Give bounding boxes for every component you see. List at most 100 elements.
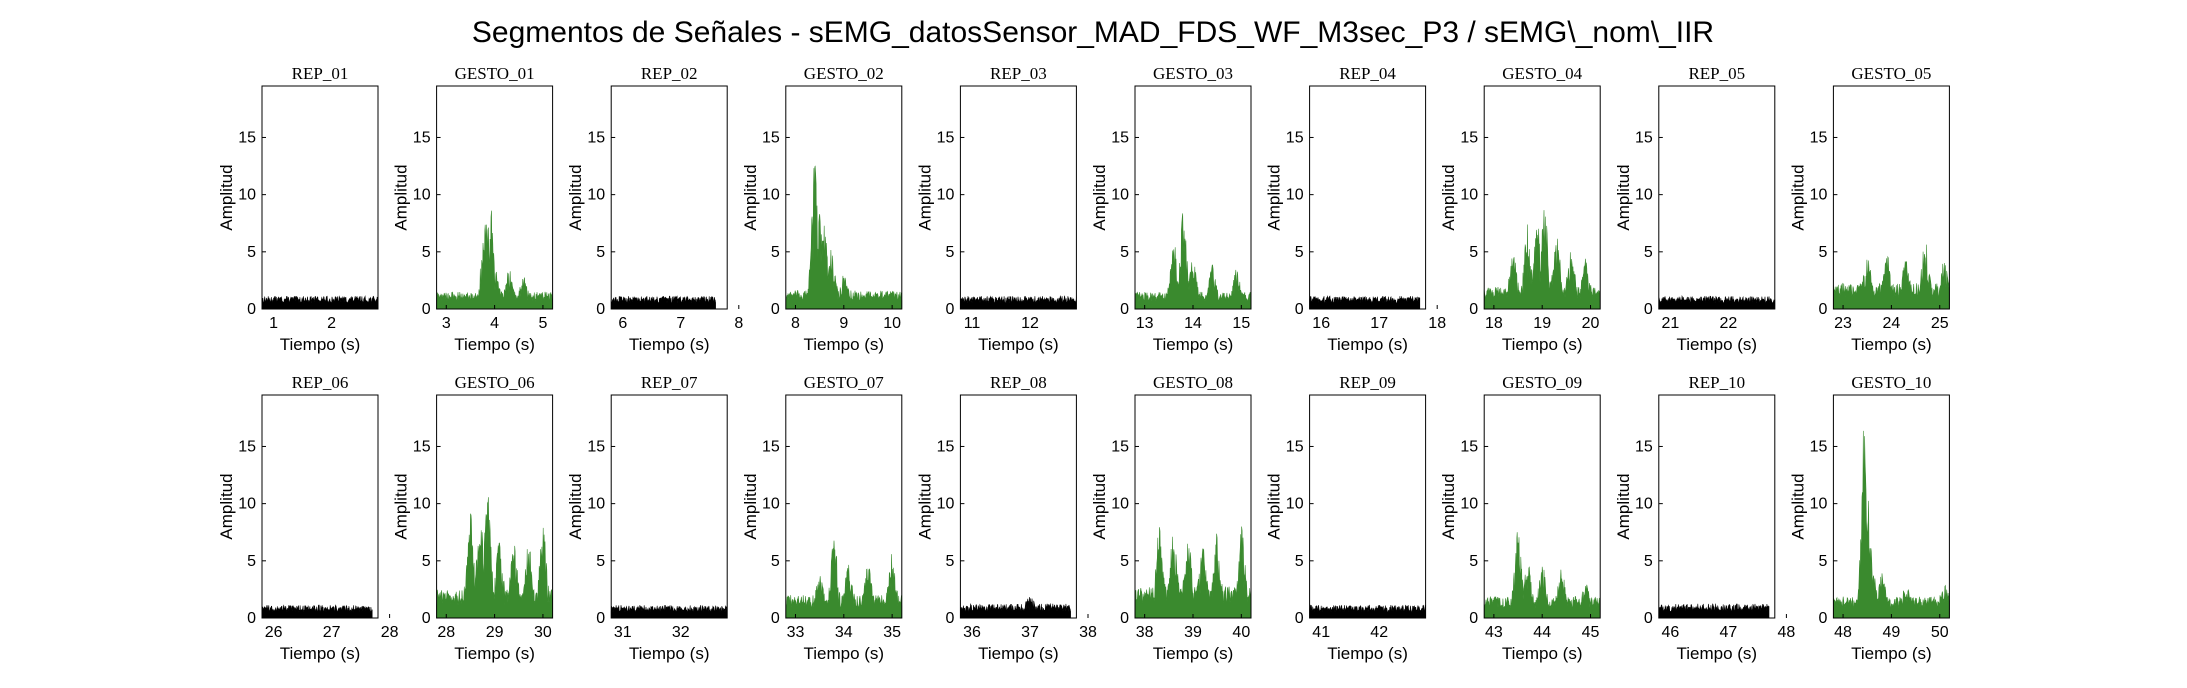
x-axis-label: Tiempo (s) [629,644,710,663]
x-tick-label: 39 [1184,624,1202,641]
y-tick-label: 10 [1635,187,1653,204]
x-tick-label: 23 [1834,315,1852,332]
x-tick-label: 45 [1582,624,1600,641]
subplot-title: GESTO_06 [455,373,535,392]
subplot-title: GESTO_09 [1502,373,1582,392]
subplot-title: REP_01 [292,64,349,83]
y-tick-label: 5 [945,553,954,570]
y-tick-label: 0 [422,610,431,627]
y-tick-label: 10 [587,496,605,513]
y-tick-label: 0 [771,301,780,318]
x-tick-label: 46 [1662,624,1680,641]
x-tick-label: 41 [1312,624,1330,641]
y-tick-label: 15 [1460,129,1478,146]
signal-rep-03 [960,295,1077,310]
x-tick-label: 19 [1533,315,1551,332]
x-axis-label: Tiempo (s) [280,335,361,354]
y-tick-label: 15 [1460,438,1478,455]
signal-gesto-04 [1483,210,1601,310]
x-tick-label: 29 [486,624,504,641]
subplot-rep-08: REP_08 0 5 10 15 36 37 38 Tiempo (s) Amplitud [915,373,1097,663]
subplot-rep-03: REP_03 0 5 10 15 11 12 Tiempo (s) Amplitud [915,64,1077,354]
subplot-title: REP_02 [641,64,698,83]
signal-rep-04 [1309,295,1421,310]
y-tick-label: 15 [238,438,256,455]
y-tick-label: 15 [1810,438,1828,455]
x-tick-label: 9 [839,315,848,332]
x-tick-label: 7 [676,315,685,332]
subplot-title: REP_05 [1688,64,1745,83]
y-tick-label: 5 [596,553,605,570]
subplot-title: GESTO_02 [804,64,884,83]
y-tick-label: 10 [413,187,431,204]
signal-rep-06 [261,604,373,619]
subplot-rep-10: REP_10 0 5 10 15 46 47 48 Tiempo (s) Amplitud [1614,373,1796,663]
y-axis-label: Amplitud [1614,164,1633,230]
y-tick-label: 10 [1810,496,1828,513]
x-tick-label: 28 [437,624,455,641]
y-axis-label: Amplitud [915,473,934,539]
x-tick-label: 21 [1662,315,1680,332]
y-tick-label: 0 [1469,301,1478,318]
y-tick-label: 10 [1460,187,1478,204]
x-tick-label: 38 [1136,624,1154,641]
x-tick-label: 44 [1533,624,1551,641]
x-tick-label: 8 [791,315,800,332]
subplot-title: GESTO_04 [1502,64,1582,83]
x-axis-label: Tiempo (s) [1676,335,1757,354]
x-tick-label: 26 [265,624,283,641]
x-tick-label: 13 [1136,315,1154,332]
axes-box [1658,394,1776,619]
y-tick-label: 15 [1111,438,1129,455]
x-tick-label: 20 [1582,315,1600,332]
subplot-rep-01: REP_01 0 5 10 15 1 2 Tiempo (s) Amplitud [217,64,379,354]
y-tick-label: 5 [1644,553,1653,570]
y-tick-label: 0 [1644,610,1653,627]
x-axis-label: Tiempo (s) [280,644,361,663]
x-axis-label: Tiempo (s) [1676,644,1757,663]
y-axis-label: Amplitud [1265,164,1284,230]
subplot-title: GESTO_03 [1153,64,1233,83]
y-axis-label: Amplitud [1090,164,1109,230]
x-tick-label: 50 [1931,624,1949,641]
y-tick-label: 0 [1295,610,1304,627]
subplot-gesto-03: GESTO_03 0 5 10 15 13 14 15 Tiempo (s) Amplitud [1090,64,1252,354]
x-tick-label: 17 [1370,315,1388,332]
y-tick-label: 15 [413,129,431,146]
signal-rep-01 [261,295,379,310]
y-tick-label: 5 [1818,244,1827,261]
x-tick-label: 32 [672,624,690,641]
y-tick-label: 0 [1644,301,1653,318]
signal-gesto-01 [436,210,553,310]
x-tick-label: 25 [1931,315,1949,332]
y-tick-label: 10 [1286,187,1304,204]
x-tick-label: 36 [963,624,981,641]
y-tick-label: 15 [587,129,605,146]
y-tick-label: 10 [1460,496,1478,513]
x-axis-label: Tiempo (s) [454,644,535,663]
x-tick-label: 2 [327,315,336,332]
subplot-title: GESTO_07 [804,373,884,392]
y-axis-label: Amplitud [566,473,585,539]
y-tick-label: 0 [1295,301,1304,318]
signal-gesto-03 [1134,213,1252,310]
y-tick-label: 0 [1120,610,1129,627]
y-tick-label: 10 [1111,496,1129,513]
x-tick-label: 12 [1021,315,1039,332]
subplot-rep-06: REP_06 0 5 10 15 26 27 28 Tiempo (s) Amplitud [217,373,399,663]
subplot-title: GESTO_08 [1153,373,1233,392]
y-axis-label: Amplitud [1788,164,1807,230]
x-tick-label: 40 [1232,624,1250,641]
y-tick-label: 15 [238,129,256,146]
y-tick-label: 5 [945,244,954,261]
y-tick-label: 15 [937,129,955,146]
y-tick-label: 15 [587,438,605,455]
subplot-rep-07: REP_07 0 5 10 15 31 32 Tiempo (s) Amplitud [566,373,728,663]
x-tick-label: 8 [734,315,743,332]
y-tick-label: 5 [1295,244,1304,261]
subplot-title: REP_07 [641,373,698,392]
y-tick-label: 10 [587,187,605,204]
x-tick-label: 15 [1232,315,1250,332]
y-axis-label: Amplitud [566,164,585,230]
